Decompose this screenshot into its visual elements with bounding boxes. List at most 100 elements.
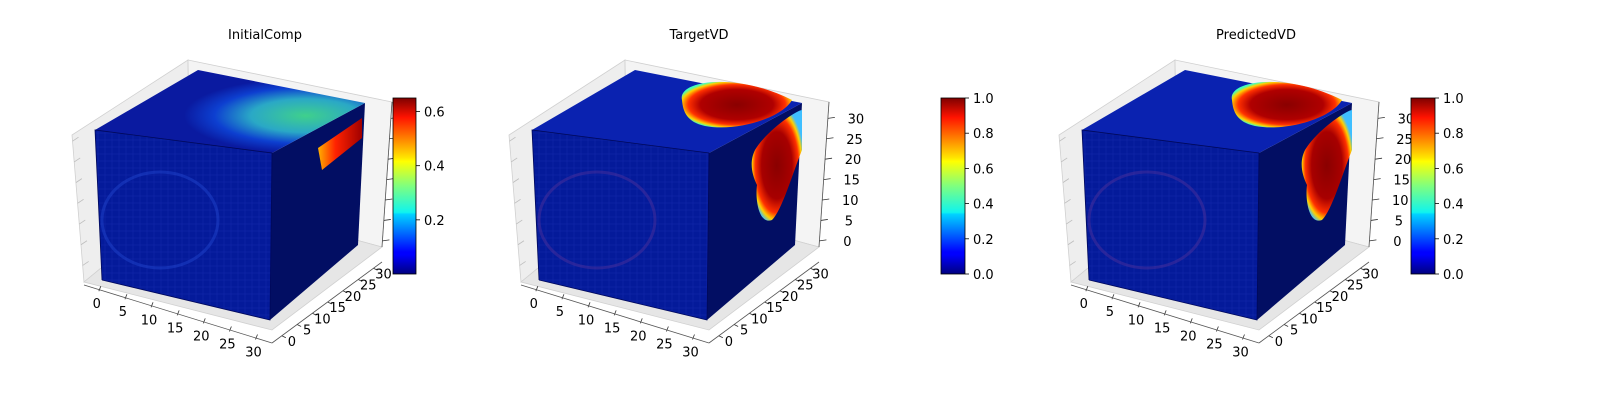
x-tick-label: 30: [682, 346, 699, 361]
z-axis-line: [1368, 101, 1380, 248]
x-tick-label: 0: [530, 297, 538, 312]
y-tick-label: 5: [1290, 324, 1298, 339]
x-tick-label: 15: [604, 321, 621, 336]
cube-front-grid: [1082, 130, 1259, 320]
x-tick-label: 5: [556, 305, 564, 320]
y-tick-label: 20: [1332, 290, 1349, 305]
z-tick-label: 10: [842, 194, 859, 209]
x-tick: [124, 294, 128, 300]
y-tick-label: 15: [766, 301, 783, 316]
wall-tick: [72, 136, 79, 142]
y-tick-label: 0: [1275, 335, 1283, 350]
y-tick-label: 10: [1301, 312, 1318, 327]
colorbar-tick-label: 0.4: [1443, 198, 1464, 213]
z-tick: [822, 198, 830, 201]
y-tick: [358, 279, 363, 282]
x-tick: [176, 310, 180, 316]
y-axis-line: [708, 261, 820, 344]
y-tick-label: 25: [1347, 279, 1364, 294]
panel-PredictedVD: 051015202530051015202530051015202530Pred…: [1058, 28, 1464, 361]
x-tick: [1215, 326, 1219, 332]
wall-tick: [510, 157, 518, 163]
wall-tick: [517, 240, 525, 246]
x-tick-label: 20: [630, 329, 647, 344]
x-tick-label: 10: [578, 313, 595, 328]
x-tick-label: 25: [1206, 337, 1223, 352]
y-axis-line: [271, 261, 383, 344]
y-tick-label: 0: [725, 335, 733, 350]
z-axis-line: [381, 101, 393, 248]
x-tick: [639, 318, 643, 324]
x-tick: [1085, 286, 1089, 292]
x-tick: [1137, 302, 1141, 308]
y-tick-label: 30: [375, 267, 392, 282]
wall-tick: [77, 198, 84, 204]
y-tick-label: 25: [797, 279, 814, 294]
y-tick: [795, 279, 800, 282]
colorbar-tick-label: 0.2: [973, 233, 994, 248]
x-tick-label: 5: [119, 305, 127, 320]
colorbar-tick-label: 0.0: [973, 268, 994, 283]
colorbar-tick-label: 0.6: [1443, 162, 1464, 177]
z-tick-label: 20: [1395, 153, 1412, 168]
x-tick-label: 0: [1080, 297, 1088, 312]
panel-title: PredictedVD: [1216, 28, 1296, 43]
y-axis-line: [1258, 261, 1370, 344]
y-tick-label: 30: [812, 267, 829, 282]
x-tick-label: 20: [193, 329, 210, 344]
colorbar: [392, 97, 417, 275]
x-tick-label: 10: [141, 313, 158, 328]
z-tick-label: 0: [1393, 235, 1401, 250]
x-axis-line: [1070, 284, 1260, 344]
cube-side-face: [270, 103, 365, 320]
y-tick: [1329, 290, 1335, 294]
z-tick-label: 25: [846, 133, 863, 148]
front-ghost-ring: [1087, 170, 1207, 270]
wall-tick: [512, 178, 520, 183]
z-tick: [824, 157, 833, 160]
x-tick-label: 0: [93, 297, 101, 312]
z-tick: [1374, 157, 1383, 160]
y-tick: [1360, 267, 1365, 271]
colorbar-tick-label: 0.0: [1443, 268, 1464, 283]
y-tick: [373, 267, 378, 271]
z-tick-label: 15: [1393, 174, 1410, 189]
z-tick-label: 15: [843, 174, 860, 189]
z-tick-label: 30: [848, 112, 865, 127]
y-tick-label: 20: [345, 290, 362, 305]
y-tick-label: 20: [782, 290, 799, 305]
cube-front-grid: [95, 130, 272, 320]
front-ghost-ring: [100, 170, 220, 270]
colorbar-tick-label: 0.8: [1443, 127, 1464, 142]
z-tick: [823, 178, 831, 181]
y-tick-label: 5: [303, 324, 311, 339]
z-tick: [819, 239, 827, 242]
x-tick: [1242, 334, 1245, 340]
x-tick-label: 25: [219, 337, 236, 352]
z-tick: [383, 219, 391, 221]
x-tick-label: 15: [167, 321, 184, 336]
colorbar-tick-label: 1.0: [1443, 92, 1464, 107]
y-tick: [327, 301, 332, 305]
z-axis-line: [818, 101, 830, 248]
y-tick: [1314, 301, 1319, 305]
colorbar: [940, 97, 966, 275]
wall-tick: [1060, 157, 1068, 163]
x-tick: [255, 334, 258, 340]
z-tick: [1370, 219, 1378, 221]
x-axis-line: [83, 284, 273, 344]
side-hot-region: [751, 110, 802, 221]
wall-tick: [1059, 136, 1066, 142]
wall-tick: [509, 136, 516, 142]
y-tick-label: 25: [360, 279, 377, 294]
side-hot-region: [318, 118, 362, 170]
y-tick: [718, 335, 724, 339]
front-ghost-ring: [537, 170, 657, 270]
z-tick: [385, 198, 393, 201]
y-tick: [764, 301, 769, 305]
colorbar-tick-label: 0.6: [424, 106, 445, 121]
wall-tick: [1062, 178, 1070, 183]
x-tick-label: 10: [1128, 313, 1145, 328]
wall-tick: [519, 261, 526, 266]
x-tick-label: 15: [1154, 321, 1171, 336]
